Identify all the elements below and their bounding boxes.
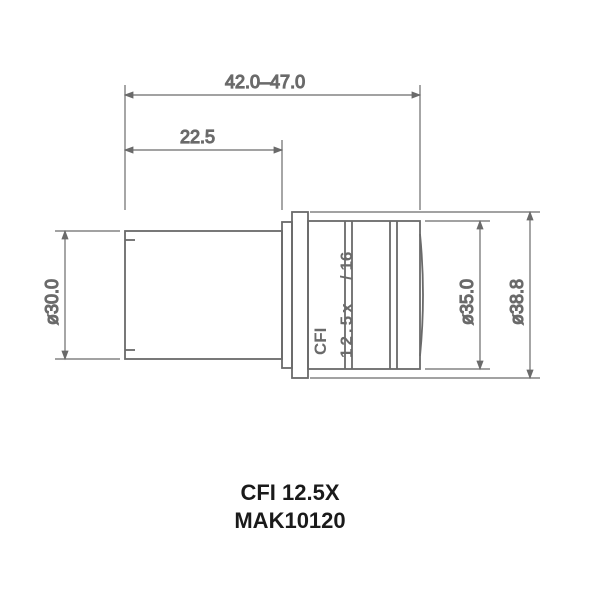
dim-top-left: 22.5 <box>125 127 282 210</box>
dim-top-overall: 42.0–47.0 <box>125 72 420 210</box>
svg-text:/ 16: / 16 <box>337 252 356 280</box>
svg-text:42.0–47.0: 42.0–47.0 <box>225 72 305 92</box>
svg-text:ø35.0: ø35.0 <box>457 279 477 325</box>
dim-left-dia: ø30.0 <box>42 231 120 359</box>
svg-text:ø30.0: ø30.0 <box>42 279 62 325</box>
svg-text:ø38.8: ø38.8 <box>507 279 527 325</box>
dim-right-dia1: ø35.0 <box>425 221 490 369</box>
part-outline <box>125 212 423 378</box>
svg-text:CFI: CFI <box>311 328 330 355</box>
svg-text:22.5: 22.5 <box>180 127 215 147</box>
technical-drawing: CFI 12.5x / 16 42.0–47.0 22.5 ø30.0 <box>0 0 600 600</box>
title-line-2: MAK10120 <box>234 508 345 533</box>
svg-text:12.5x: 12.5x <box>337 300 356 358</box>
part-label: CFI 12.5x / 16 <box>311 252 356 358</box>
title-line-1: CFI 12.5X <box>240 480 339 505</box>
